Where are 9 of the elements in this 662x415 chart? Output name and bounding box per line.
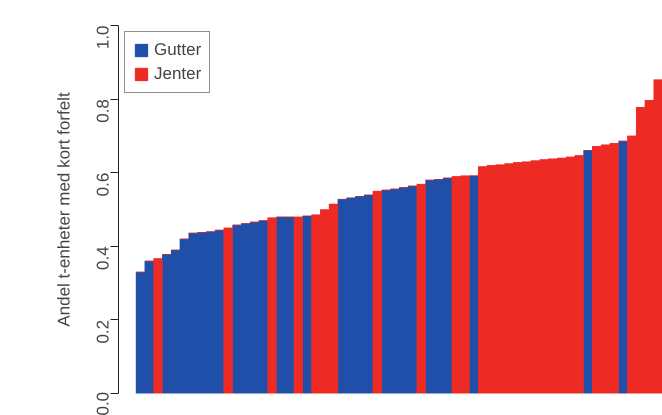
y-axis-title: Andel t-enheter med kort forfelt	[54, 92, 74, 327]
y-tick-label: 0.6	[94, 172, 112, 196]
y-tick-label: 0.0	[94, 392, 112, 415]
y-tick-label: 0.2	[94, 320, 112, 344]
legend-label: Jenter	[154, 64, 202, 84]
y-tick-label: 0.8	[94, 99, 112, 123]
y-tick-label: 1.0	[94, 25, 112, 50]
legend-label: Gutter	[154, 40, 202, 60]
y-tick-label: 0.4	[94, 246, 112, 270]
